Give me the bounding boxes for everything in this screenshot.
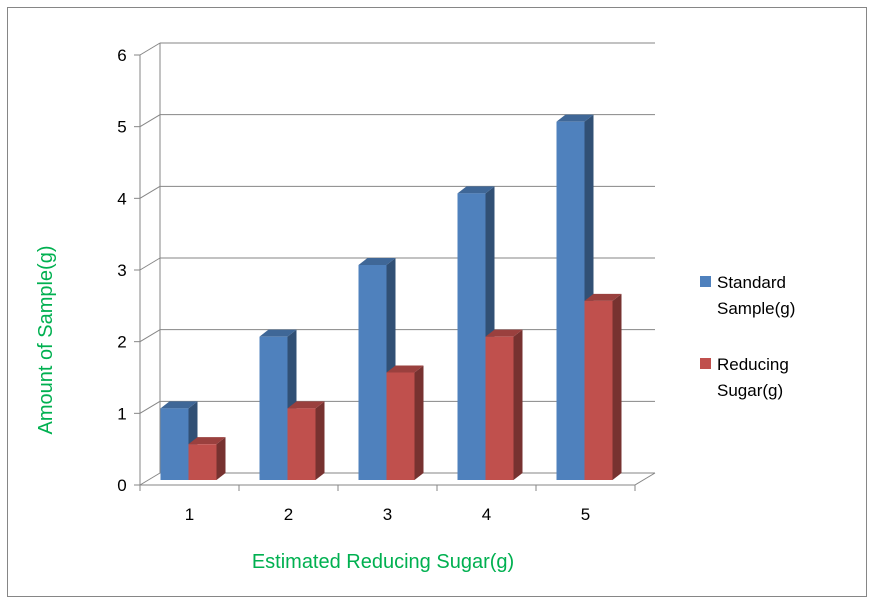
y-axis-label: Amount of Sample(g) bbox=[35, 246, 57, 435]
x-tick-label: 3 bbox=[383, 505, 392, 524]
bar-top bbox=[556, 114, 594, 122]
y-tick-labels: 0 1 2 3 4 5 6 bbox=[117, 46, 126, 495]
y-tick-label: 4 bbox=[117, 189, 126, 208]
bar-front bbox=[485, 336, 514, 480]
bar-reducing-5 bbox=[584, 293, 622, 480]
bar-front bbox=[358, 265, 387, 480]
bar-reducing-2 bbox=[287, 401, 325, 480]
gridline-depth bbox=[139, 329, 161, 343]
bar-top bbox=[287, 401, 325, 409]
bar-front bbox=[386, 372, 415, 480]
bar-top bbox=[386, 365, 424, 373]
legend-label: Sugar(g) bbox=[717, 381, 783, 400]
y-tick-label: 0 bbox=[117, 476, 126, 495]
x-axis-label: Estimated Reducing Sugar(g) bbox=[252, 551, 514, 573]
x-tick-label: 1 bbox=[185, 505, 194, 524]
legend-label: Standard bbox=[717, 273, 786, 292]
y-tick-label: 2 bbox=[117, 333, 126, 352]
legend-label: Reducing bbox=[717, 355, 789, 374]
gridline-depth bbox=[139, 400, 161, 414]
y-tick-label: 1 bbox=[117, 404, 126, 423]
bar-side bbox=[513, 329, 523, 480]
bar-front bbox=[556, 121, 585, 481]
bar-top bbox=[188, 437, 226, 445]
gridline-depth bbox=[139, 257, 161, 271]
bar-top bbox=[457, 186, 495, 194]
legend-item-standard: Standard Sample(g) bbox=[700, 273, 795, 318]
y-tick-label: 3 bbox=[117, 261, 126, 280]
bar-front bbox=[584, 300, 613, 480]
legend-swatch bbox=[700, 358, 711, 369]
bar-top bbox=[485, 329, 523, 337]
gridline-depth bbox=[139, 42, 161, 56]
bar-reducing-1 bbox=[188, 437, 226, 480]
legend-label: Sample(g) bbox=[717, 299, 795, 318]
bar-side bbox=[315, 401, 325, 480]
bar-side bbox=[414, 365, 424, 480]
x-tick-label: 4 bbox=[482, 505, 491, 524]
x-tick-label: 2 bbox=[284, 505, 293, 524]
gridline-depth bbox=[139, 472, 161, 486]
legend: Standard Sample(g) Reducing Sugar(g) bbox=[700, 273, 795, 400]
x-tick-labels: 1 2 3 4 5 bbox=[185, 505, 590, 524]
gridline-depth bbox=[139, 114, 161, 128]
bar-front bbox=[457, 193, 486, 481]
bar-top bbox=[584, 293, 622, 301]
legend-item-reducing: Reducing Sugar(g) bbox=[700, 355, 789, 400]
bar-front bbox=[160, 408, 189, 480]
bar-reducing-3 bbox=[386, 365, 424, 480]
bar-top bbox=[259, 329, 297, 337]
bar-top bbox=[358, 258, 396, 265]
bar-front bbox=[259, 336, 288, 480]
bar-reducing-4 bbox=[485, 329, 523, 480]
chart-frame bbox=[7, 7, 867, 597]
y-tick-label: 5 bbox=[117, 118, 126, 137]
bar-side bbox=[216, 437, 226, 480]
bar-front bbox=[188, 444, 217, 480]
axes bbox=[134, 54, 656, 491]
bars bbox=[160, 114, 622, 481]
y-tick-label: 6 bbox=[117, 46, 126, 65]
bar-top bbox=[160, 401, 198, 409]
gridline-depth bbox=[139, 185, 161, 199]
legend-swatch bbox=[700, 276, 711, 287]
bar-side bbox=[612, 293, 622, 480]
bar-front bbox=[287, 408, 316, 480]
x-tick-label: 5 bbox=[581, 505, 590, 524]
bar-standard-3 bbox=[358, 258, 396, 480]
floor-edge bbox=[634, 472, 656, 486]
